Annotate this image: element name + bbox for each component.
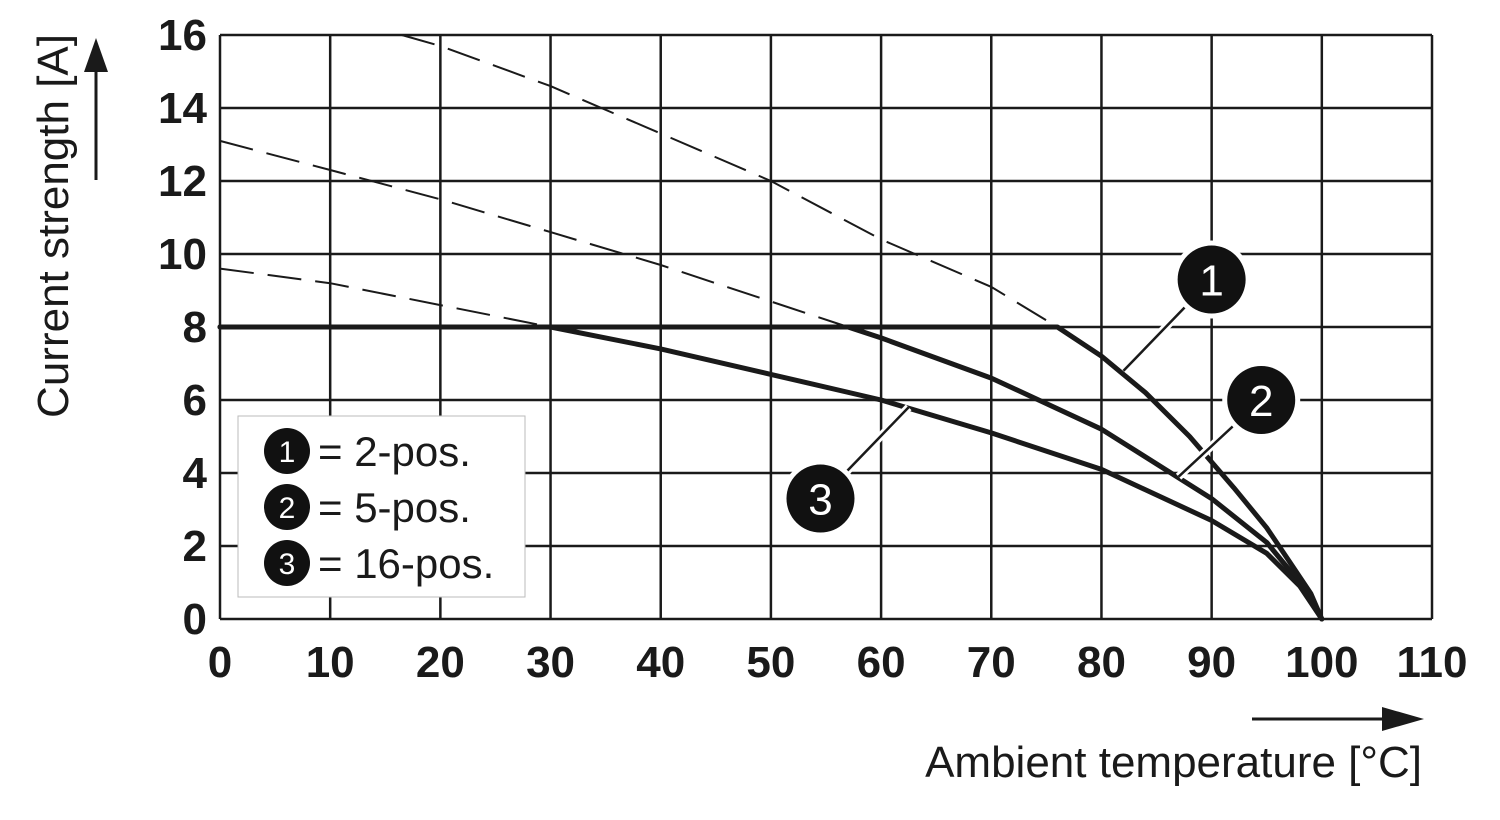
chart-series [217,34,1325,622]
x-axis-ticks: 0 10 20 30 40 50 60 70 80 90 100 110 [208,638,1468,687]
series-1-dashed-line [401,34,1058,328]
x-tick-label: 0 [208,638,232,687]
x-tick-label: 90 [1187,638,1236,687]
series-2-line [217,324,1325,622]
chart-callouts: 1 2 3 [781,240,1301,538]
legend-marker-1-number: 1 [279,436,296,469]
legend-marker-1 [264,428,310,474]
legend-label-1: = 2-pos. [318,428,471,475]
y-tick-label: 4 [183,449,208,498]
legend-label-3: = 16-pos. [318,540,494,587]
y-tick-label: 6 [183,376,207,425]
callout-1-number: 1 [1199,257,1223,306]
legend-marker-2-number: 2 [279,492,296,525]
x-axis-title-group: Ambient temperature [°C] [925,707,1424,787]
legend-marker-3 [264,540,310,586]
y-axis-title: Current strength [A] [29,34,78,418]
series-2-dashed-line [219,139,849,328]
y-tick-label: 2 [183,522,207,571]
y-tick-label: 10 [158,230,207,279]
x-tick-label: 70 [967,638,1016,687]
legend-marker-2 [264,484,310,530]
series-1-line [217,324,1325,622]
x-axis-title: Ambient temperature [°C] [925,738,1422,787]
series-3-line [217,324,1325,622]
x-axis-arrow-head [1382,707,1424,731]
y-axis-arrow-head [84,38,108,72]
x-tick-label: 60 [857,638,906,687]
x-tick-label: 10 [306,638,355,687]
y-tick-label: 8 [183,303,207,352]
x-tick-label: 100 [1285,638,1358,687]
legend-label-2: = 5-pos. [318,484,471,531]
legend-marker-3-number: 3 [279,548,296,581]
legend: 1 = 2-pos. 2 = 5-pos. 3 = 16-pos. [237,415,526,598]
series-3-dashed-line [219,267,551,328]
y-tick-label: 12 [158,157,207,206]
x-tick-label: 110 [1397,638,1468,687]
x-tick-label: 20 [416,638,465,687]
x-tick-label: 30 [526,638,575,687]
y-axis-ticks: 0 2 4 6 8 10 12 14 16 [158,11,207,644]
callout-2-badge [1227,366,1296,434]
y-axis-title-group: Current strength [A] [29,34,108,418]
callout-3-badge [786,464,855,533]
y-tick-label: 14 [158,84,207,133]
x-tick-label: 50 [746,638,795,687]
callout-3-number: 3 [808,476,832,525]
y-tick-label: 0 [183,595,207,644]
y-tick-label: 16 [158,11,207,60]
callout-1-badge [1177,245,1246,314]
x-tick-label: 40 [636,638,685,687]
callout-2-number: 2 [1249,377,1273,426]
x-tick-label: 80 [1077,638,1126,687]
